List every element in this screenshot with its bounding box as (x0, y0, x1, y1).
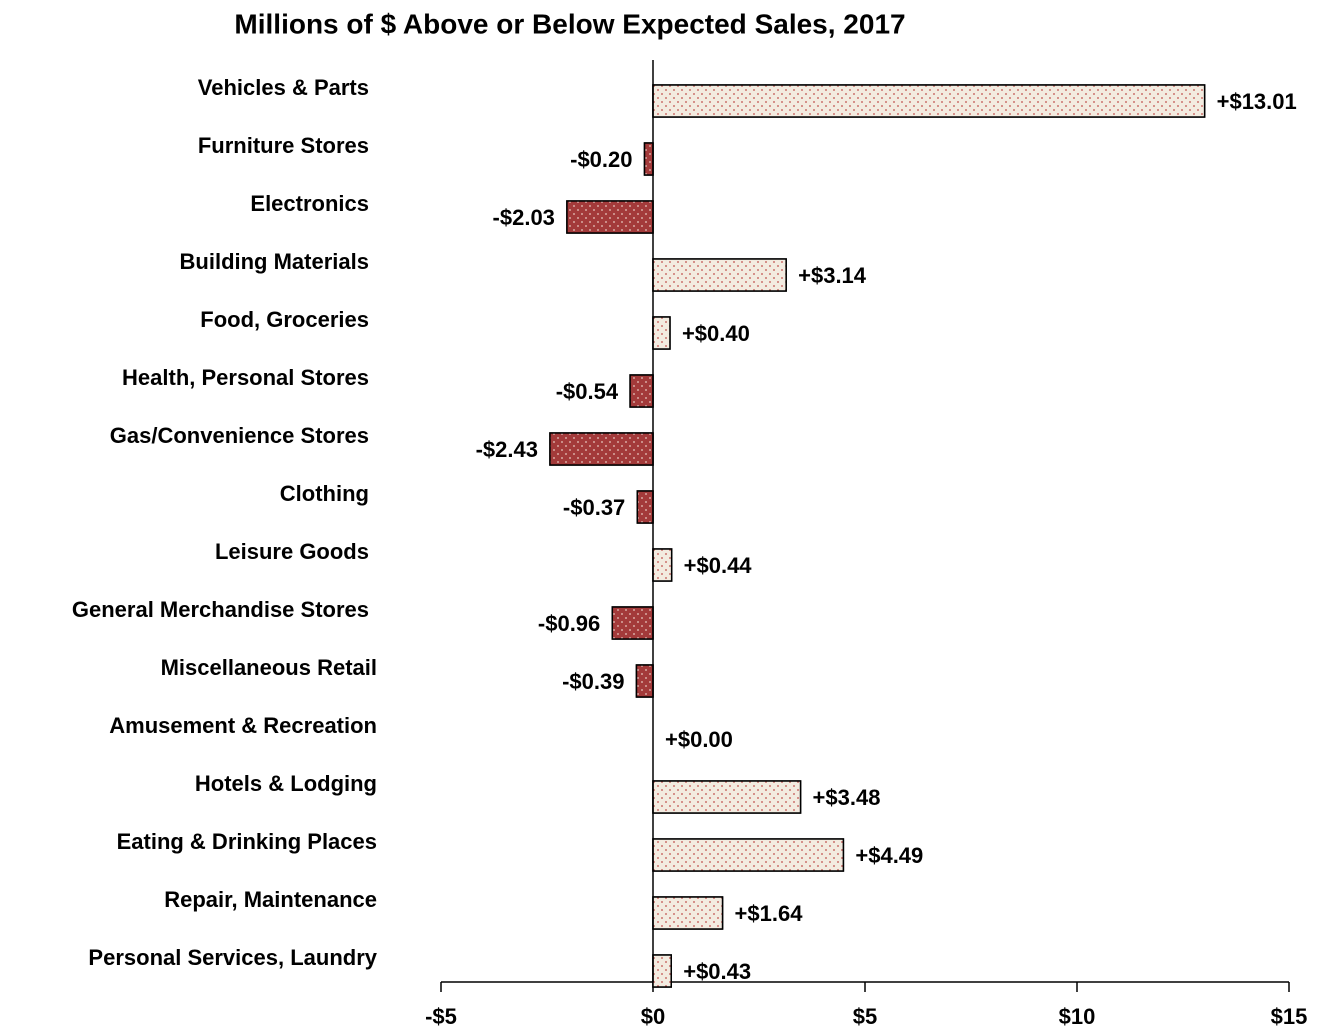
category-label: Amusement & Recreation (109, 713, 377, 738)
category-label: Furniture Stores (198, 133, 369, 158)
category-label: Food, Groceries (200, 307, 369, 332)
value-label: +$13.01 (1217, 89, 1297, 114)
x-tick-label: $5 (853, 1004, 877, 1029)
value-label: +$0.43 (683, 959, 751, 984)
value-label: -$0.39 (562, 669, 624, 694)
category-label: Gas/Convenience Stores (110, 423, 369, 448)
bar-texture (652, 258, 787, 292)
value-label: -$0.96 (538, 611, 600, 636)
value-label: -$2.43 (476, 437, 538, 462)
bar-texture (566, 200, 654, 234)
value-label: +$3.14 (798, 263, 867, 288)
bar-texture (629, 374, 654, 408)
value-label: -$2.03 (493, 205, 555, 230)
bar-texture (652, 84, 1206, 118)
category-label: Repair, Maintenance (164, 887, 377, 912)
x-tick-label: $15 (1271, 1004, 1308, 1029)
value-label: +$4.49 (855, 843, 923, 868)
category-label: Hotels & Lodging (195, 771, 377, 796)
value-label: +$3.48 (813, 785, 881, 810)
category-label: Health, Personal Stores (122, 365, 369, 390)
chart-title: Millions of $ Above or Below Expected Sa… (234, 8, 905, 39)
value-label: -$0.20 (570, 147, 632, 172)
bar-texture (652, 954, 672, 988)
value-label: +$0.00 (665, 727, 733, 752)
bar-texture (652, 838, 845, 872)
value-label: +$0.44 (684, 553, 753, 578)
value-label: -$0.54 (556, 379, 619, 404)
bar-texture (611, 606, 654, 640)
x-tick-label: -$5 (425, 1004, 457, 1029)
bar-texture (636, 490, 654, 524)
category-label: Vehicles & Parts (198, 75, 369, 100)
category-label: Clothing (280, 481, 369, 506)
value-label: -$0.37 (563, 495, 625, 520)
category-label: Building Materials (180, 249, 369, 274)
category-label: Miscellaneous Retail (161, 655, 377, 680)
category-label: Eating & Drinking Places (117, 829, 377, 854)
bar-texture (643, 142, 654, 176)
value-label: +$1.64 (735, 901, 804, 926)
bar-texture (652, 780, 802, 814)
category-label: General Merchandise Stores (72, 597, 369, 622)
value-label: +$0.40 (682, 321, 750, 346)
x-tick-label: $0 (641, 1004, 665, 1029)
bar-texture (635, 664, 654, 698)
bar-texture (549, 432, 654, 466)
bar-texture (652, 896, 724, 930)
category-label: Personal Services, Laundry (88, 945, 377, 970)
category-label: Electronics (250, 191, 369, 216)
x-tick-label: $10 (1059, 1004, 1096, 1029)
category-label: Leisure Goods (215, 539, 369, 564)
bar-texture (652, 316, 671, 350)
bar-texture (652, 548, 673, 582)
